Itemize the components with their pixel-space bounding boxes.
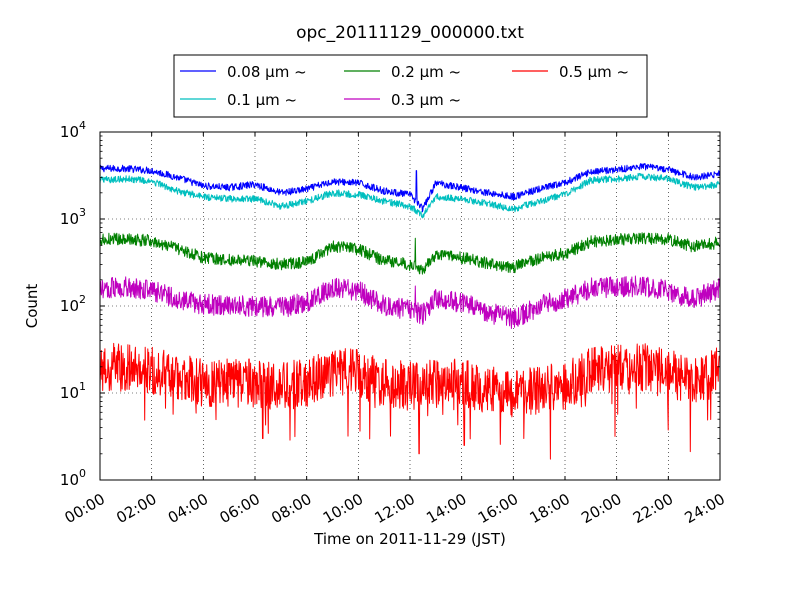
y-tick-label: 103 [60,206,86,228]
series-line-1 [99,172,721,219]
x-tick-label: 16:00 [475,490,521,527]
legend-label-3: 0.3 μm ~ [391,91,461,109]
x-tick-label: 12:00 [372,490,418,527]
series-layer [99,163,721,460]
chart-title: opc_20111129_000000.txt [296,23,524,43]
series-line-0 [99,163,721,213]
x-tick-label: 20:00 [578,490,624,527]
x-tick-label: 06:00 [217,490,263,527]
series-line-4 [99,342,721,460]
x-tick-label: 10:00 [320,490,366,527]
x-tick-label: 04:00 [165,490,211,527]
y-tick-base: 10 [60,210,79,228]
y-tick-base: 10 [60,297,79,315]
legend-label-4: 0.5 μm ~ [559,63,629,81]
series-line-2 [99,232,721,275]
y-tick-exponent: 0 [79,467,86,480]
y-tick-exponent: 1 [79,380,86,393]
x-tick-label: 02:00 [113,490,159,527]
y-tick-label: 100 [60,467,86,489]
y-tick-label: 102 [60,293,86,315]
x-tick-label: 14:00 [423,490,469,527]
x-tick-label: 00:00 [62,490,108,527]
legend-label-0: 0.08 μm ~ [227,63,307,81]
x-tick-label: 24:00 [682,490,728,527]
series-line-3 [99,275,721,329]
y-tick-base: 10 [60,123,79,141]
x-tick-label: 22:00 [630,490,676,527]
legend-box [173,54,648,118]
x-tick-label: 18:00 [527,490,573,527]
grid-lines [100,132,720,480]
y-tick-exponent: 3 [79,206,86,219]
y-tick-label: 104 [60,119,86,141]
y-axis-label: Count [23,284,41,329]
legend-label-2: 0.2 μm ~ [391,63,461,81]
x-tick-label: 08:00 [268,490,314,527]
x-axis-label: Time on 2011-11-29 (JST) [313,530,506,548]
y-tick-exponent: 2 [79,293,86,306]
y-tick-label: 101 [60,380,86,402]
y-tick-base: 10 [60,384,79,402]
y-tick-exponent: 4 [79,119,86,132]
legend-label-1: 0.1 μm ~ [227,91,297,109]
y-tick-base: 10 [60,471,79,489]
legend-items: 0.08 μm ~ 0.1 μm ~ 0.2 μm ~ 0.3 μm ~ 0.5 μm … [180,63,629,109]
legend: 0.08 μm ~ 0.1 μm ~ 0.2 μm ~ 0.3 μm ~ 0.5 μm … [173,54,648,118]
